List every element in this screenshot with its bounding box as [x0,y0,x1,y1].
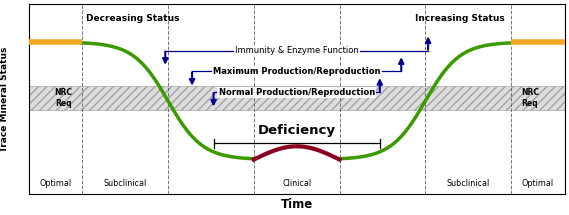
Text: NRC
Req: NRC Req [521,88,539,108]
Text: Optimal: Optimal [522,179,554,188]
Text: NRC
Req: NRC Req [55,88,72,108]
Text: Immunity & Enzyme Function: Immunity & Enzyme Function [235,46,358,55]
Text: Maximum Production/Reproduction: Maximum Production/Reproduction [213,67,381,76]
Text: Clinical: Clinical [282,179,311,188]
Text: Subclinical: Subclinical [447,179,490,188]
X-axis label: Time: Time [281,198,313,211]
Text: Decreasing Status: Decreasing Status [86,14,180,23]
Text: Optimal: Optimal [39,179,71,188]
Bar [28,86,565,110]
Text: Increasing Status: Increasing Status [415,14,505,23]
Text: Normal Production/Reproduction: Normal Production/Reproduction [218,88,375,97]
Text: Trace Mineral Status: Trace Mineral Status [0,46,9,152]
Text: Subclinical: Subclinical [104,179,147,188]
Text: Deficiency: Deficiency [258,124,336,137]
